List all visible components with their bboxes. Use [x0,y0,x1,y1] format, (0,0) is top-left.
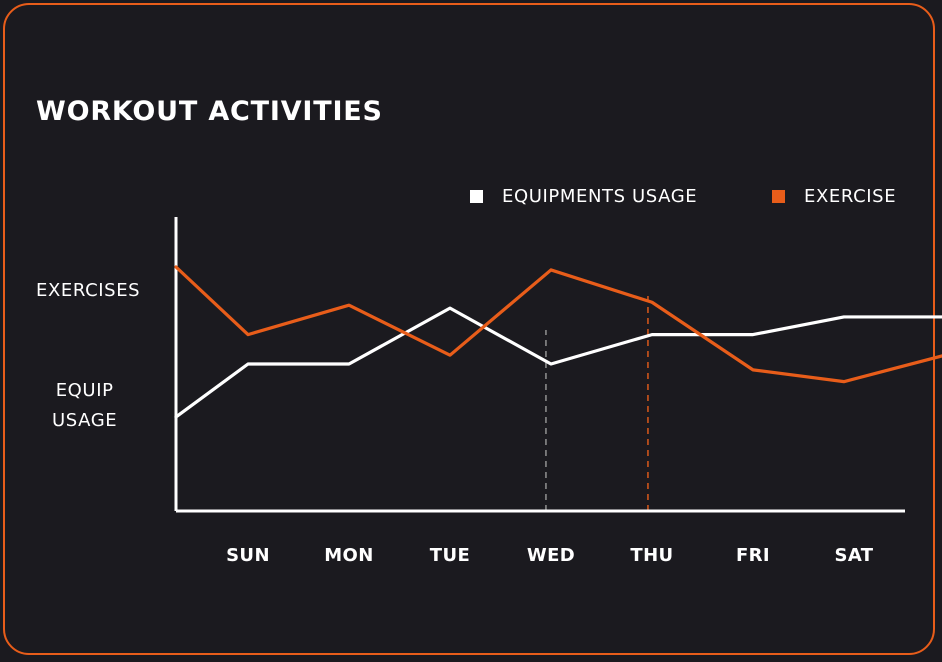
series-layer [176,267,942,417]
x-tick-mon: MON [324,545,373,566]
x-tick-tue: TUE [430,545,470,566]
x-tick-fri: FRI [736,545,770,566]
x-tick-sun: SUN [226,545,270,566]
x-tick-sat: SAT [835,545,874,566]
x-tick-thu: THU [630,545,673,566]
markers-layer [546,295,648,511]
equipments-usage-line [176,308,942,417]
x-tick-labels: SUN MON TUE WED THU FRI SAT [226,545,874,566]
x-tick-wed: WED [527,545,575,566]
